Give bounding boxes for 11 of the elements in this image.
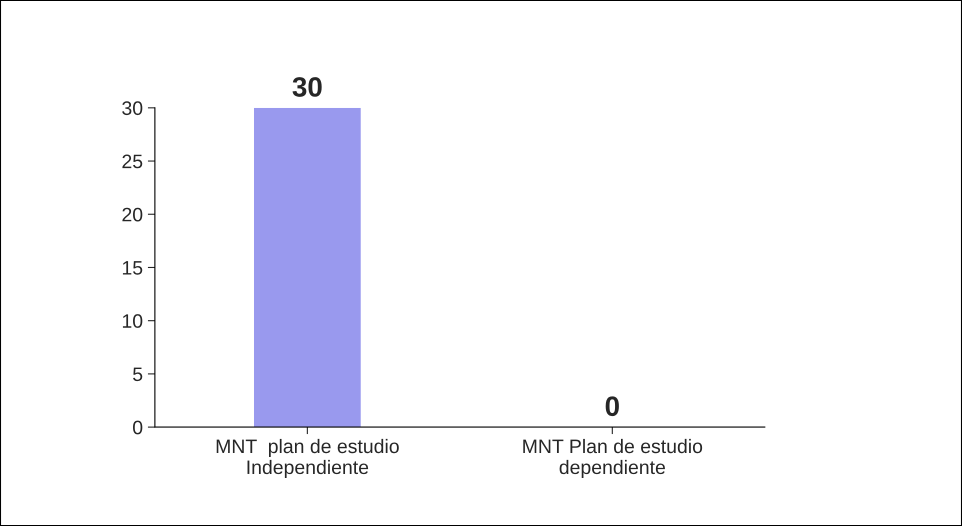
y-tick-label: 20 [122,208,142,222]
y-tick-label: 10 [122,314,142,328]
y-tick-label: 15 [122,261,142,275]
y-tick-label: 0 [133,420,142,434]
x-tick-label: MNT Plan de estudio dependiente [523,438,702,478]
x-tick-label: MNT plan de estudio Independiente [216,438,399,478]
y-tick-label: 5 [133,368,142,382]
y-tick-label: 30 [122,101,142,116]
y-tick-label: 25 [122,154,142,168]
data-label: 0 [606,396,619,416]
data-label: 30 [292,77,322,97]
